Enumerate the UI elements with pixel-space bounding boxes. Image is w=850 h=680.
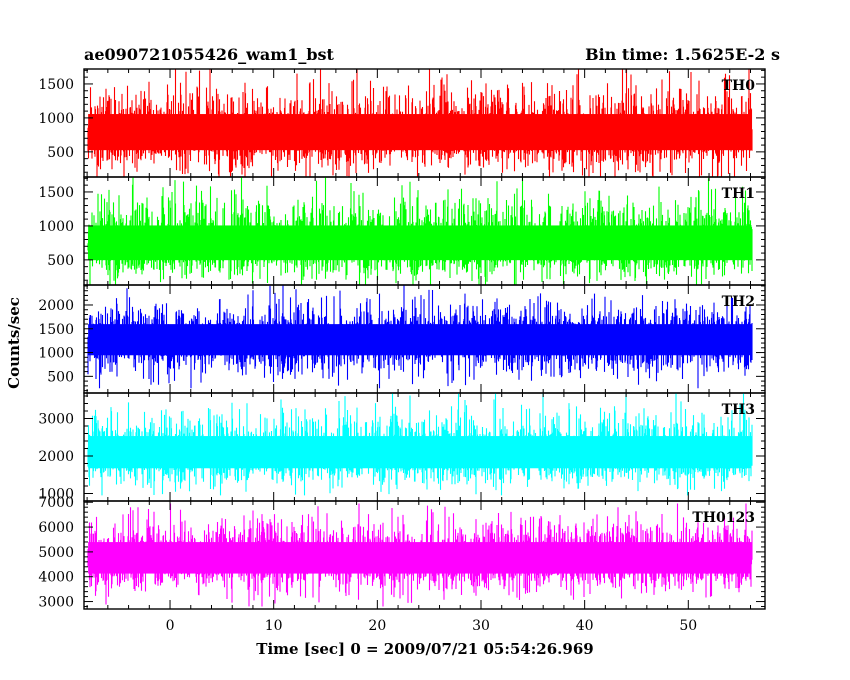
panel-label-th0: TH0	[722, 78, 756, 94]
chart-title-right: Bin time: 1.5625E-2 s	[585, 45, 780, 64]
y-ticks-th3: 1000 2000 3000	[38, 395, 765, 503]
x-tick-label: 20	[368, 618, 386, 634]
panel-label-th3: TH3	[722, 402, 755, 418]
x-axis-label: Time [sec] 0 = 2009/07/21 05:54:26.969	[256, 640, 593, 658]
x-tick-label: 0	[166, 618, 175, 634]
y-tick-label: 500	[47, 253, 74, 269]
y-tick-label: 1500	[38, 185, 74, 201]
x-tick-label: 40	[576, 618, 594, 634]
series-core-th0	[88, 114, 752, 151]
y-tick-label: 4000	[38, 570, 74, 586]
series-core-th0123	[88, 542, 752, 574]
x-tick-label: 30	[472, 618, 490, 634]
panel-label-th0123: TH0123	[692, 510, 755, 526]
panel-frame-th0123	[83, 500, 766, 610]
x-tick-labels: 0 10 20 30 40 50	[166, 618, 698, 634]
x-tick-label: 10	[265, 618, 283, 634]
y-axis-label: Counts/sec	[5, 297, 23, 389]
panel-th1: 500 1000 1500 TH1	[38, 176, 766, 286]
y-tick-label: 1000	[38, 346, 74, 362]
y-tick-label: 3000	[38, 412, 74, 428]
y-tick-label: 7000	[38, 495, 74, 511]
y-ticks-th0: 500 1000 1500	[38, 69, 765, 173]
x-ticks-th2	[86, 285, 751, 393]
panel-th2: 500 1000 1500 2000 TH2	[38, 284, 766, 394]
y-tick-label: 1000	[38, 487, 74, 503]
y-ticks-th1: 500 1000 1500	[38, 177, 765, 281]
panel-label-th2: TH2	[722, 294, 755, 310]
y-tick-label: 5000	[38, 545, 74, 561]
chart-title-left: ae090721055426_wam1_bst	[84, 45, 335, 64]
y-ticks-th0123: 3000 4000 5000 6000 7000	[38, 495, 765, 611]
y-tick-label: 500	[47, 369, 74, 385]
y-tick-label: 1500	[38, 77, 74, 93]
y-tick-label: 2000	[38, 449, 74, 465]
series-core-th2	[88, 324, 752, 356]
series-core-th3	[88, 436, 752, 469]
panel-th0: 500 1000 1500 TH0	[38, 68, 766, 178]
panel-th3: 1000 2000 3000 TH3	[38, 392, 766, 503]
y-tick-label: 1000	[38, 111, 74, 127]
panel-label-th1: TH1	[722, 186, 755, 202]
y-tick-label: 3000	[38, 595, 74, 611]
y-tick-label: 2000	[38, 298, 74, 314]
series-core-th1	[88, 225, 752, 261]
y-tick-label: 6000	[38, 520, 74, 536]
y-ticks-th2: 500 1000 1500 2000	[38, 285, 765, 392]
x-tick-label: 50	[679, 618, 697, 634]
panel-th0123: 3000 4000 5000 6000 7000 TH0123	[38, 495, 766, 611]
x-ticks-th0123	[86, 501, 751, 609]
y-tick-label: 500	[47, 145, 74, 161]
y-tick-label: 1500	[38, 322, 74, 338]
y-tick-label: 1000	[38, 219, 74, 235]
